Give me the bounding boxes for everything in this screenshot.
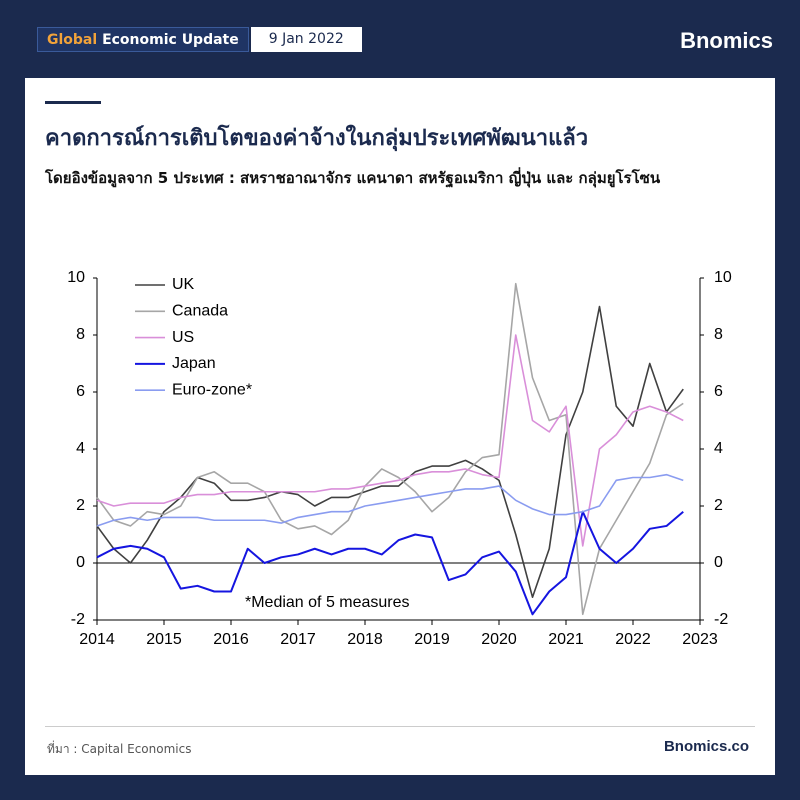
legend-label: Canada bbox=[172, 303, 228, 320]
y2-tick-label: 8 bbox=[714, 326, 723, 343]
series-line bbox=[96, 334, 684, 547]
series-line bbox=[96, 282, 684, 616]
x-tick-label: 2016 bbox=[213, 631, 249, 648]
y2-tick-label: 2 bbox=[714, 497, 723, 514]
badge-label: Global Economic Update bbox=[37, 27, 249, 52]
y2-tick-label: 6 bbox=[714, 383, 723, 400]
accent-bar bbox=[45, 101, 101, 104]
y-tick-label: 10 bbox=[67, 269, 85, 286]
y-tick-label: -2 bbox=[71, 611, 85, 628]
y-tick-label: 4 bbox=[76, 440, 85, 457]
y2-tick-label: 0 bbox=[714, 554, 723, 571]
logo: Bnomics bbox=[680, 28, 773, 53]
panel: คาดการณ์การเติบโตของค่าจ้างในกลุ่มประเทศ… bbox=[25, 78, 775, 775]
legend-label: UK bbox=[172, 276, 195, 293]
date: 9 Jan 2022 bbox=[250, 27, 362, 52]
x-tick-label: 2021 bbox=[548, 631, 584, 648]
y2-tick-label: -2 bbox=[714, 611, 728, 628]
y-tick-label: 2 bbox=[76, 497, 85, 514]
legend-label: Japan bbox=[172, 355, 216, 372]
x-tick-label: 2022 bbox=[615, 631, 651, 648]
annotation: *Median of 5 measures bbox=[245, 594, 410, 611]
legend-label: US bbox=[172, 329, 194, 346]
y2-tick-label: 4 bbox=[714, 440, 723, 457]
x-tick-label: 2017 bbox=[280, 631, 316, 648]
footer-rule bbox=[45, 726, 755, 727]
x-tick-label: 2018 bbox=[347, 631, 383, 648]
legend-label: Euro-zone* bbox=[172, 381, 252, 398]
y2-tick-label: 10 bbox=[714, 269, 732, 286]
title: คาดการณ์การเติบโตของค่าจ้างในกลุ่มประเทศ… bbox=[45, 126, 589, 151]
badge-rest: Economic Update bbox=[102, 32, 239, 48]
y-tick-label: 0 bbox=[76, 554, 85, 571]
y-tick-label: 6 bbox=[76, 383, 85, 400]
series-line bbox=[96, 473, 684, 527]
series-line bbox=[96, 305, 684, 598]
series-line bbox=[96, 510, 684, 616]
x-tick-label: 2020 bbox=[481, 631, 517, 648]
x-tick-label: 2014 bbox=[79, 631, 115, 648]
badge-highlight: Global bbox=[47, 32, 98, 48]
x-tick-label: 2015 bbox=[146, 631, 182, 648]
x-tick-label: 2023 bbox=[682, 631, 718, 648]
x-tick-label: 2019 bbox=[414, 631, 450, 648]
site: Bnomics.co bbox=[663, 738, 749, 755]
source: ที่มา : Capital Economics bbox=[47, 742, 192, 756]
y-tick-label: 8 bbox=[76, 326, 85, 343]
header-badge: Global Economic Update 9 Jan 2022 bbox=[37, 27, 362, 52]
subtitle: โดยอิงข้อมูลจาก 5 ประเทศ : สหราชอาณาจักร… bbox=[45, 169, 661, 187]
